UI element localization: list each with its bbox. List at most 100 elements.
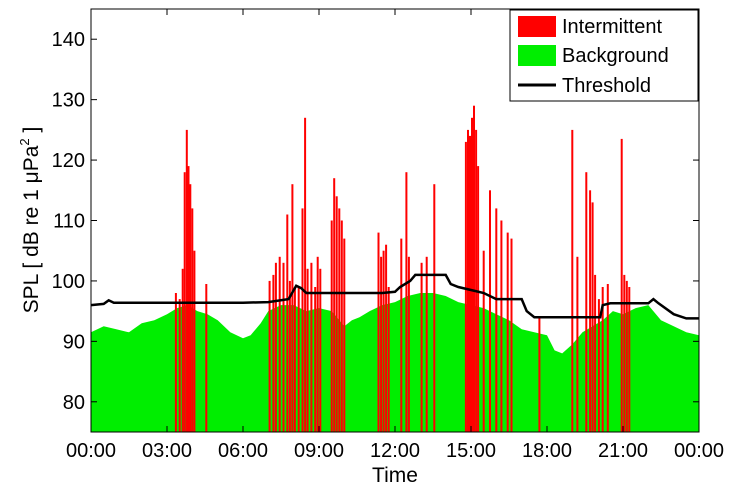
intermittent-bar [628, 287, 631, 432]
intermittent-bar [585, 172, 588, 432]
intermittent-bar [495, 208, 498, 432]
intermittent-bar [306, 268, 309, 432]
intermittent-bar [205, 284, 208, 432]
intermittent-bar [489, 190, 491, 432]
intermittent-bar [301, 208, 304, 432]
intermittent-bar [314, 287, 317, 432]
x-tick-label: 03:00 [142, 440, 192, 462]
x-tick-label: 09:00 [294, 440, 344, 462]
intermittent-bar [330, 220, 333, 432]
y-axis-title-main: SPL [ dB re 1 μPa [20, 145, 43, 313]
intermittent-bar [288, 280, 291, 432]
intermittent-bar [623, 274, 626, 432]
intermittent-bar [385, 244, 388, 432]
intermittent-bar [405, 172, 408, 432]
x-tick-label: 00:00 [66, 440, 116, 462]
plot-area [90, 105, 699, 433]
x-axis-title: Time [372, 464, 418, 487]
intermittent-bar [377, 232, 380, 432]
intermittent-bar [187, 166, 190, 432]
intermittent-bar [475, 129, 478, 432]
intermittent-bar [286, 214, 289, 432]
intermittent-bar [387, 287, 390, 432]
intermittent-bar [597, 299, 600, 432]
svg-text:SPL [ dB re 1 μPa2 ]: SPL [ dB re 1 μPa2 ] [17, 127, 43, 314]
intermittent-bar [407, 256, 410, 432]
intermittent-bar [185, 129, 188, 432]
intermittent-bar [400, 238, 403, 432]
x-tick-label: 15:00 [446, 440, 496, 462]
intermittent-bar [274, 262, 277, 432]
x-tick-label: 06:00 [218, 440, 268, 462]
intermittent-bar [464, 141, 467, 432]
intermittent-bar [500, 220, 503, 432]
y-tick-label: 140 [52, 29, 85, 51]
intermittent-bar [477, 166, 480, 432]
intermittent-bar [620, 138, 623, 432]
background-area [91, 293, 699, 432]
axis-ticks: 00:00 03:00 06:00 09:00 12:00 15:00 18:00 21:00… [52, 9, 724, 462]
intermittent-bar [506, 232, 509, 432]
threshold-line [90, 273, 699, 320]
y-axis-title-superscript: 2 [17, 138, 32, 145]
y-tick-label: 120 [52, 150, 85, 172]
intermittent-bar [333, 178, 336, 432]
y-tick-label: 80 [63, 392, 85, 414]
intermittent-bar [382, 250, 385, 432]
intermittent-bar [425, 256, 428, 432]
intermittent-bar [193, 250, 196, 432]
intermittent-bar [297, 287, 300, 432]
intermittent-bar [340, 220, 343, 432]
intermittent-bar [594, 274, 597, 432]
intermittent-bar [189, 184, 192, 432]
y-tick-label: 130 [52, 90, 85, 112]
intermittent-bar [272, 274, 275, 432]
intermittent-bar [473, 105, 475, 432]
intermittent-bar [471, 117, 473, 433]
intermittent-bar [278, 256, 281, 432]
intermittent-bar [291, 184, 294, 432]
y-tick-label: 100 [52, 271, 85, 293]
intermittent-bar [589, 190, 592, 432]
intermittent-bar [576, 256, 579, 432]
intermittent-bar [304, 117, 307, 433]
legend: Intermittent Background Threshold [509, 9, 699, 102]
x-tick-label: 12:00 [370, 440, 420, 462]
intermittent-bar [174, 293, 177, 432]
y-axis-title: SPL [ dB re 1 μPa2 ] [17, 127, 43, 314]
legend-swatch-intermittent [518, 16, 556, 37]
y-tick-label: 90 [63, 331, 85, 353]
intermittent-bar [268, 280, 271, 432]
legend-swatch-background [518, 45, 556, 66]
intermittent-bar [293, 287, 296, 432]
intermittent-bar [601, 287, 604, 432]
intermittent-bar [191, 208, 194, 432]
intermittent-bar [181, 268, 184, 432]
intermittent-bar [316, 256, 319, 432]
intermittent-bar [338, 208, 341, 432]
intermittent-bar [571, 129, 574, 432]
legend-label-intermittent: Intermittent [562, 16, 662, 38]
intermittent-bar [178, 299, 181, 432]
intermittent-bar [335, 196, 338, 432]
intermittent-bar [625, 280, 628, 432]
y-tick-label: 110 [53, 211, 85, 233]
intermittent-bar [467, 129, 469, 432]
y-axis-title-end: ] [20, 127, 43, 139]
intermittent-bar [433, 184, 436, 432]
intermittent-bar [510, 238, 513, 432]
intermittent-bar [319, 268, 322, 432]
intermittent-bar [469, 135, 471, 432]
intermittent-bar [482, 250, 485, 432]
intermittent-bar [310, 262, 313, 432]
intermittent-bar [343, 238, 346, 432]
x-tick-label: 21:00 [598, 440, 648, 462]
x-tick-label: 18:00 [522, 440, 572, 462]
intermittent-bar [606, 284, 609, 432]
intermittent-bar [282, 262, 285, 432]
x-tick-label: 00:00 [674, 440, 724, 462]
legend-label-threshold: Threshold [562, 75, 651, 97]
intermittent-bar [380, 256, 383, 432]
